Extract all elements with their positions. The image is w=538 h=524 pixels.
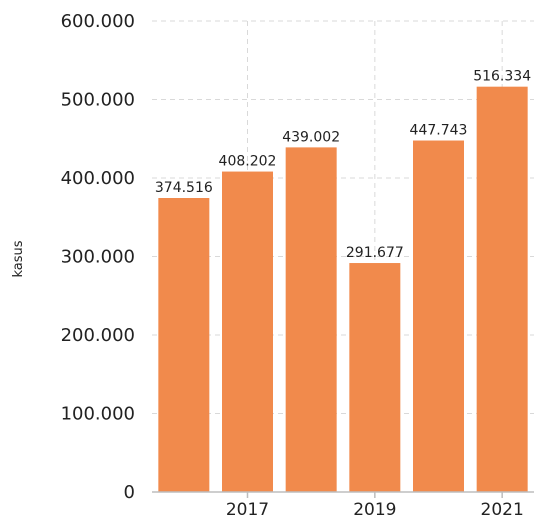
x-tick-label: 2021 <box>481 500 524 520</box>
label-layer: 374.516 408.202 439.002 291.677 447.743 516.3… <box>155 69 531 261</box>
bar-value-label: 516.334 <box>473 69 531 85</box>
y-axis-title: kasus <box>11 240 26 277</box>
bar-value-label: 374.516 <box>155 180 213 196</box>
y-tick-label: 400.000 <box>61 168 135 189</box>
y-tick-label: 0 <box>124 482 135 503</box>
bar-value-label: 291.677 <box>346 245 404 261</box>
y-tick-label: 100.000 <box>61 404 135 425</box>
bar-2021 <box>476 86 528 493</box>
axis-layer: 0 100.000 200.000 300.000 400.000 500.000 600.… <box>61 11 534 520</box>
bar-2016 <box>158 198 210 492</box>
bar-2020 <box>413 140 464 493</box>
bar-value-label: 408.202 <box>219 154 277 170</box>
y-tick-label: 300.000 <box>61 247 135 268</box>
bar-2017 <box>222 171 273 492</box>
y-tick-label: 200.000 <box>61 325 135 346</box>
bar-2019 <box>349 263 401 492</box>
y-tick-label: 600.000 <box>61 11 135 32</box>
bar-2018 <box>285 147 337 492</box>
bar-value-label: 447.743 <box>410 123 468 139</box>
bar-value-label: 439.002 <box>282 129 340 145</box>
y-tick-label: 500.000 <box>61 90 135 111</box>
bar-layer <box>158 86 528 493</box>
x-tick-label: 2019 <box>353 500 396 520</box>
x-tick-label: 2017 <box>226 500 269 520</box>
